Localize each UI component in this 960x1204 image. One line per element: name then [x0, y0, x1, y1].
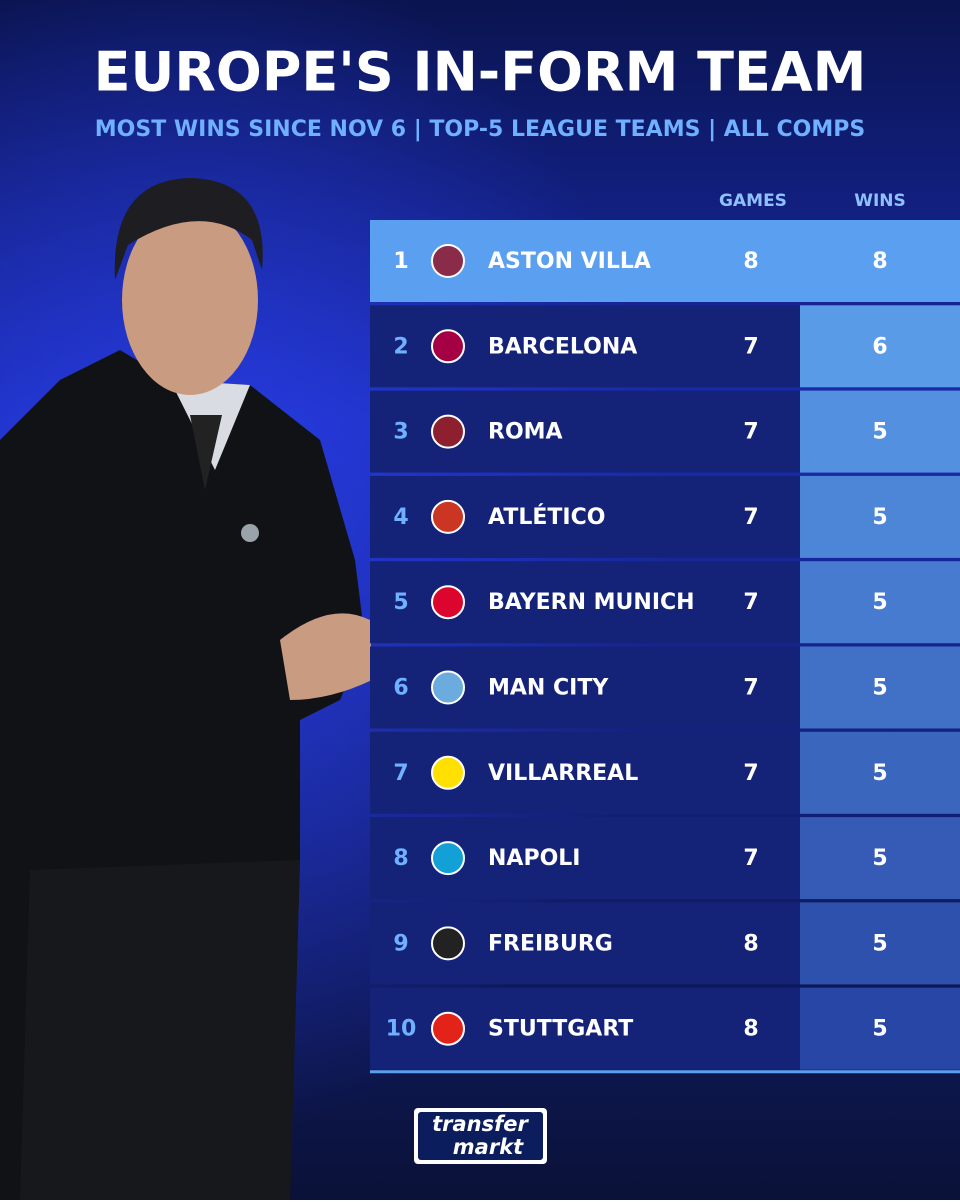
team-name: FREIBURG	[488, 931, 613, 956]
games: 7	[743, 590, 758, 615]
subtitle: MOST WINS SINCE NOV 6 | TOP-5 LEAGUE TEA…	[95, 117, 865, 142]
wins-cell	[800, 390, 960, 473]
logo-text: markt	[453, 1135, 524, 1159]
team-logo	[431, 499, 465, 534]
team-name: MAN CITY	[488, 676, 609, 701]
games: 7	[743, 846, 758, 871]
team-name: STUTTGART	[488, 1017, 633, 1042]
column-header: WINS	[854, 191, 906, 211]
team-logo	[431, 1011, 465, 1046]
wins-cell	[800, 731, 960, 814]
rank: 3	[393, 420, 408, 445]
wins-cell	[800, 475, 960, 558]
wins-cell	[800, 817, 960, 900]
wins-cell	[800, 987, 960, 1070]
team-name: ROMA	[488, 420, 563, 445]
games: 7	[743, 761, 758, 786]
team-name: BARCELONA	[488, 334, 637, 359]
team-name: BAYERN MUNICH	[488, 590, 695, 615]
wins: 5	[872, 505, 887, 530]
wins: 5	[872, 420, 887, 445]
rank: 4	[393, 505, 408, 530]
wins-cell	[800, 561, 960, 644]
wins: 5	[872, 1017, 887, 1042]
games: 7	[743, 676, 758, 701]
team-logo	[431, 670, 465, 705]
rank: 5	[393, 590, 408, 615]
team-name: NAPOLI	[488, 846, 580, 871]
rank: 9	[393, 931, 408, 956]
wins: 5	[872, 761, 887, 786]
team-logo	[431, 244, 465, 278]
team-logo	[431, 926, 465, 961]
team-logo	[431, 841, 465, 876]
team-logo	[431, 585, 465, 620]
logo: transfer markt	[414, 1108, 547, 1164]
team-name: ASTON VILLA	[488, 249, 651, 274]
wins: 5	[872, 931, 887, 956]
games: 8	[743, 1017, 758, 1042]
team-logo	[431, 414, 465, 449]
games: 8	[743, 249, 758, 274]
rank: 8	[393, 846, 408, 871]
table: 1 ASTON VILLA 8 8 2 BARCELONA 7 6 3 ROMA 7 5 4 ATLÉTI…	[370, 220, 960, 1074]
coach-photo	[0, 178, 372, 1200]
wins: 8	[872, 249, 887, 274]
wins: 6	[872, 334, 887, 359]
wins-cell	[800, 646, 960, 729]
wins: 5	[872, 590, 887, 615]
rank: 2	[393, 334, 408, 359]
team-name: ATLÉTICO	[488, 504, 605, 530]
row-background	[370, 220, 960, 302]
rank: 10	[386, 1017, 417, 1042]
team-name: VILLARREAL	[488, 761, 638, 786]
wins-cell	[800, 305, 960, 388]
wins: 5	[872, 676, 887, 701]
rank: 7	[393, 761, 408, 786]
wins: 5	[872, 846, 887, 871]
wins-cell	[800, 902, 960, 985]
column-header: GAMES	[719, 191, 787, 211]
team-logo	[431, 755, 465, 790]
rank: 1	[393, 249, 408, 274]
games: 7	[743, 334, 758, 359]
logo-text: transfer	[432, 1112, 529, 1136]
title: EUROPE'S IN-FORM TEAM	[94, 41, 867, 104]
games: 7	[743, 505, 758, 530]
games: 8	[743, 931, 758, 956]
games: 7	[743, 420, 758, 445]
team-logo	[431, 329, 465, 364]
rank: 6	[393, 676, 408, 701]
